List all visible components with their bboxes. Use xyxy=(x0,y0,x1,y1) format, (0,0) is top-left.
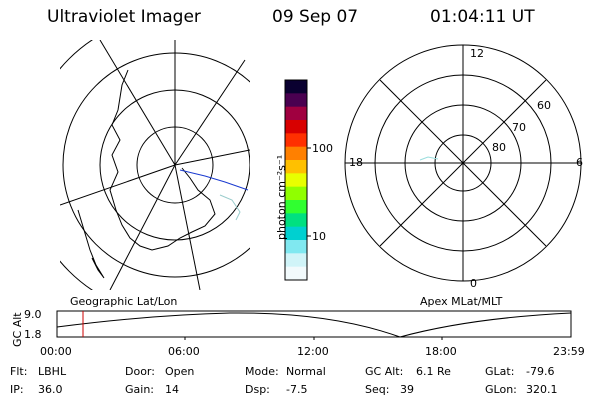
colorbar-band xyxy=(285,200,307,214)
instrument-title: Ultraviolet Imager xyxy=(47,7,201,27)
geo-meridian-5 xyxy=(60,164,176,206)
colorbar-unit-label: photon cm⁻²s⁻¹ xyxy=(275,154,288,240)
altitude-curve xyxy=(56,312,572,338)
colorbar-band xyxy=(285,240,307,254)
geo-meridian-7 xyxy=(174,164,201,290)
colorbar-band xyxy=(285,120,307,134)
polar-panel-label: Apex MLat/MLT xyxy=(420,295,503,308)
status-glon-key: GLon: xyxy=(485,383,517,396)
geo-track-line xyxy=(179,169,249,191)
polar-mlt-label-0: 0 xyxy=(470,277,477,290)
observation-time: 01:04:11 UT xyxy=(430,7,535,27)
altitude-ytick-1-8: 1.8 xyxy=(24,328,42,341)
status-flt-key: Flt: xyxy=(10,365,28,378)
polar-mlt-label-12: 12 xyxy=(470,47,484,60)
colorbar-band xyxy=(285,133,307,148)
coastline-antarctica xyxy=(109,69,216,251)
status-glat-value: -79.6 xyxy=(526,365,555,378)
aurora-trace xyxy=(219,194,241,221)
status-gain-key: Gain: xyxy=(125,383,154,396)
altitude-xtick-label-2: 12:00 xyxy=(297,345,329,358)
status-gain-value: 14 xyxy=(165,383,179,396)
colorbar-label-10: 10 xyxy=(312,230,326,243)
status-door-value: Open xyxy=(165,365,195,378)
altitude-xtick-label-0: 00:00 xyxy=(40,345,72,358)
status-door-key: Door: xyxy=(125,365,155,378)
altitude-ylabel: GC Alt xyxy=(11,312,24,347)
geo-meridian-4 xyxy=(174,149,250,166)
colorbar-band xyxy=(285,266,307,281)
observation-date: 09 Sep 07 xyxy=(272,7,359,27)
polar-aurora-trace xyxy=(419,156,439,161)
colorbar-frame xyxy=(284,79,308,281)
status-ip-value: 36.0 xyxy=(38,383,63,396)
status-mode-value: Normal xyxy=(286,365,326,378)
colorbar-band xyxy=(285,253,307,268)
colorbar-band xyxy=(285,106,307,121)
colorbar-band xyxy=(285,80,307,94)
polar-lat-label-60: 60 xyxy=(537,99,551,112)
status-mode-key: Mode: xyxy=(245,365,279,378)
polar-diagonal-2 xyxy=(379,79,547,247)
status-dsp-key: Dsp: xyxy=(245,383,270,396)
geo-meridian-6 xyxy=(109,164,176,290)
polar-mlt-label-6: 6 xyxy=(576,156,583,169)
colorbar xyxy=(285,80,307,281)
polar-plot xyxy=(344,44,582,282)
geo-meridian-3 xyxy=(174,59,246,166)
status-gcalt-key: GC Alt: xyxy=(365,365,404,378)
polar-lat-label-80: 80 xyxy=(492,141,506,154)
altitude-ytick-9: 9.0 xyxy=(24,308,42,321)
coastline-south-america xyxy=(77,209,105,279)
status-glat-key: GLat: xyxy=(485,365,515,378)
status-ip-key: IP: xyxy=(10,383,24,396)
status-gcalt-value: 6.1 Re xyxy=(416,365,451,378)
altitude-plot-frame xyxy=(56,310,572,338)
colorbar-band xyxy=(285,173,307,188)
status-dsp-value: -7.5 xyxy=(286,383,308,396)
status-glon-value: 320.1 xyxy=(526,383,558,396)
status-seq-key: Seq: xyxy=(365,383,390,396)
colorbar-band xyxy=(285,93,307,108)
geographic-panel-label: Geographic Lat/Lon xyxy=(70,295,178,308)
altitude-xtick-label-1: 06:00 xyxy=(168,345,200,358)
geo-meridian-2 xyxy=(99,40,176,166)
colorbar-band xyxy=(285,160,307,174)
polar-lat-label-70: 70 xyxy=(512,121,526,134)
colorbar-label-100: 100 xyxy=(312,142,333,155)
colorbar-band xyxy=(285,146,307,161)
colorbar-band xyxy=(285,186,307,201)
altitude-xtick-label-4: 23:59 xyxy=(553,345,585,358)
altitude-xtick-label-3: 18:00 xyxy=(425,345,457,358)
status-flt-value: LBHL xyxy=(38,365,67,378)
status-seq-value: 39 xyxy=(400,383,414,396)
colorbar-band xyxy=(285,213,307,228)
polar-mlt-label-18: 18 xyxy=(349,156,363,169)
colorbar-band xyxy=(285,226,307,241)
altitude-plot xyxy=(56,310,572,340)
geographic-map xyxy=(60,40,250,290)
